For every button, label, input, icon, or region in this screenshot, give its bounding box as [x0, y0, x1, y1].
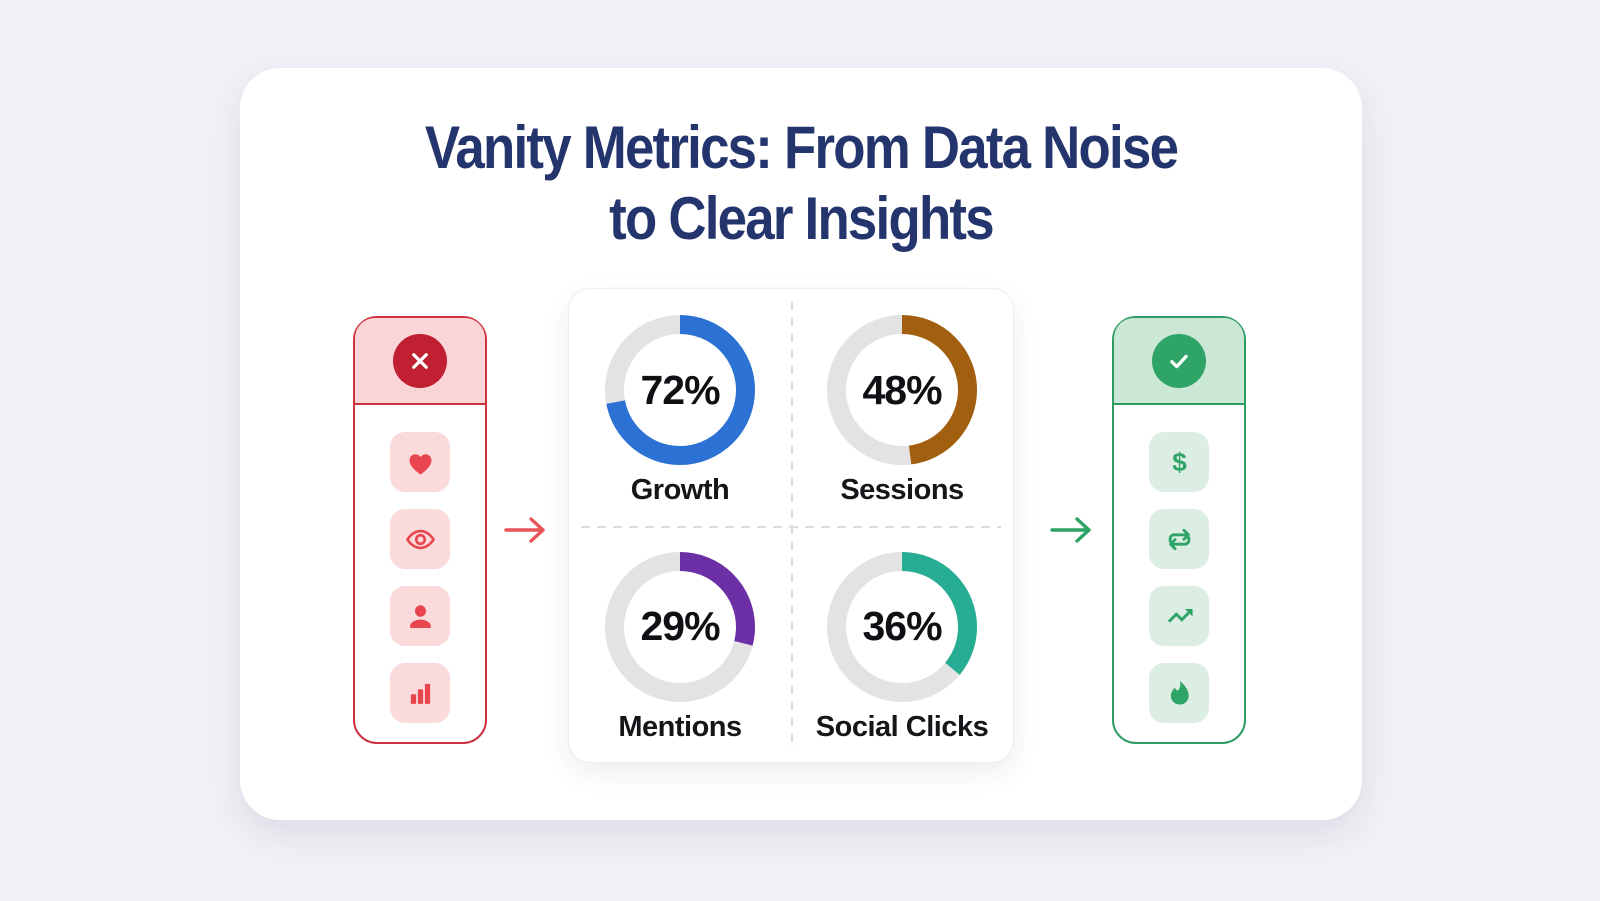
dollar-icon: $ — [1163, 446, 1196, 479]
donut-label: Sessions — [840, 474, 964, 507]
donut-value: 48% — [862, 366, 942, 413]
donut-ring: 48% — [827, 315, 977, 466]
arrow-right-icon — [1048, 514, 1096, 551]
vanity-panel-header — [355, 318, 485, 405]
clear-insights-panel: $ — [1112, 316, 1246, 744]
page-title: Vanity Metrics: From Data Noise to Clear… — [307, 112, 1294, 254]
donut-label: Mentions — [618, 710, 742, 743]
bar-chart-icon — [404, 677, 437, 710]
donut-gauge-social-clicks: 36% Social Clicks — [791, 526, 1013, 763]
donut-gauge-sessions: 48% Sessions — [791, 289, 1013, 526]
donut-label: Growth — [630, 474, 730, 507]
metrics-card: 72% Growth 48% Sessions 29% Mentions 36% Soc… — [568, 288, 1014, 763]
person-icon — [404, 600, 437, 633]
vanity-metrics-panel — [353, 316, 487, 744]
metric-tile — [1149, 586, 1209, 646]
donut-ring: 72% — [605, 315, 755, 466]
repeat-icon — [1163, 523, 1196, 556]
main-card: Vanity Metrics: From Data Noise to Clear… — [240, 68, 1362, 820]
donut-value: 29% — [640, 603, 720, 650]
metric-tile — [1149, 509, 1209, 569]
metric-tile — [390, 509, 450, 569]
metric-tile: $ — [1149, 432, 1209, 492]
x-icon — [393, 333, 447, 388]
page-title-line1: Vanity Metrics: From Data Noise — [424, 114, 1179, 181]
metric-tile — [1149, 663, 1209, 723]
metric-tile — [390, 663, 450, 723]
donut-label: Social Clicks — [815, 710, 989, 743]
flame-icon — [1163, 677, 1196, 710]
heart-icon — [404, 446, 437, 479]
donut-ring: 29% — [605, 551, 755, 702]
page-title-line2: to Clear Insights — [609, 185, 995, 252]
eye-icon — [404, 523, 437, 556]
vanity-panel-body — [355, 405, 485, 723]
check-icon — [1152, 333, 1206, 388]
arrow-right-icon — [502, 514, 550, 551]
insights-panel-header — [1114, 318, 1244, 405]
svg-text:$: $ — [1172, 446, 1187, 476]
donut-ring: 36% — [827, 551, 977, 702]
trend-up-icon — [1163, 600, 1196, 633]
donut-grid: 72% Growth 48% Sessions 29% Mentions 36% Soc… — [569, 289, 1013, 762]
metric-tile — [390, 586, 450, 646]
donut-gauge-mentions: 29% Mentions — [569, 526, 791, 763]
donut-value: 36% — [862, 603, 942, 650]
insights-panel-body: $ — [1114, 405, 1244, 723]
vertical-dashed-divider — [791, 301, 793, 750]
metric-tile — [390, 432, 450, 492]
horizontal-dashed-divider — [581, 526, 1001, 528]
donut-gauge-growth: 72% Growth — [569, 289, 791, 526]
donut-value: 72% — [640, 366, 720, 413]
